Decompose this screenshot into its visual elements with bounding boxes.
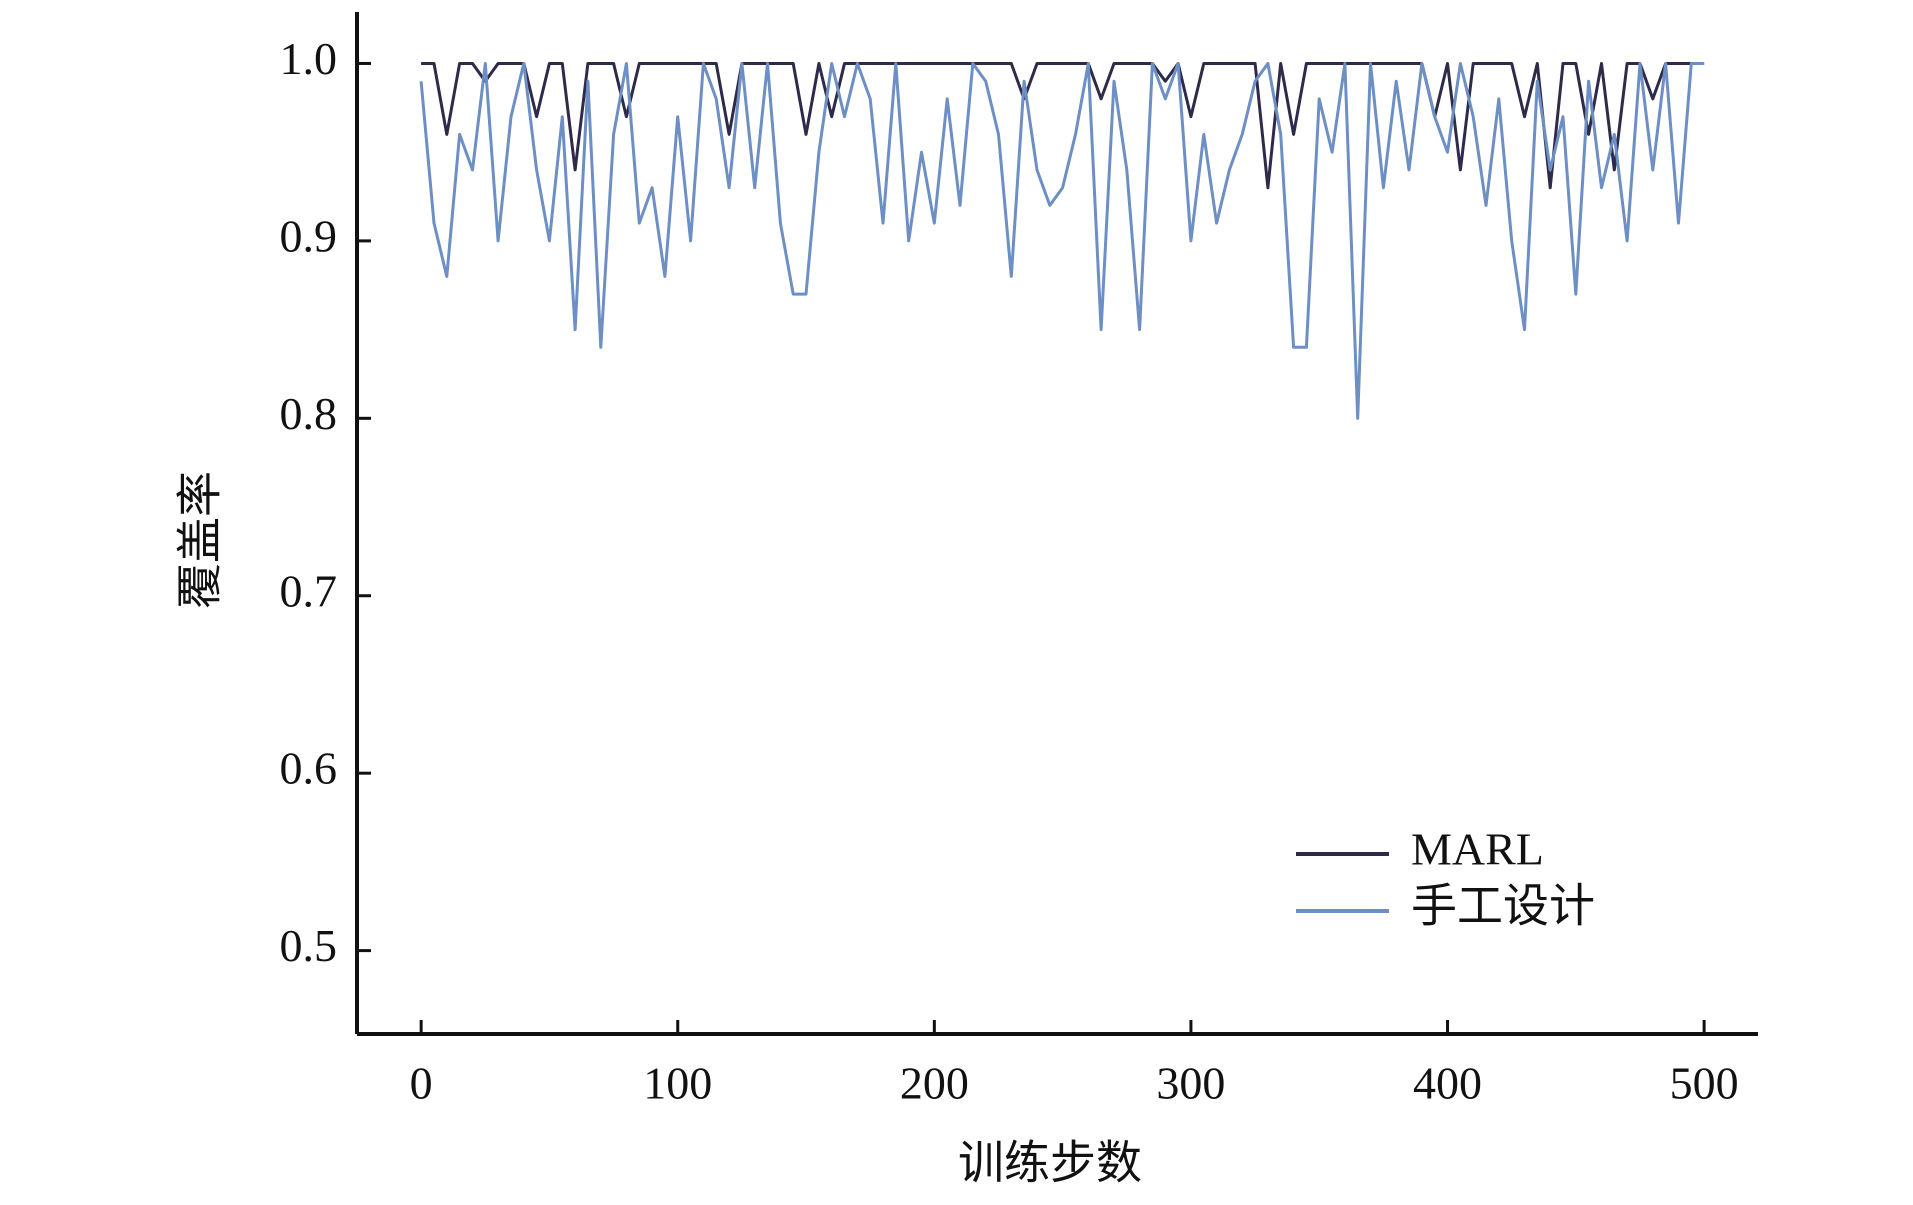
x-tick-label: 100 — [643, 1058, 712, 1109]
line-series — [419, 62, 1705, 420]
line-series — [421, 62, 1705, 190]
y-axis-label: 覆盖率 — [175, 471, 226, 609]
y-tick-label: 0.5 — [280, 920, 338, 971]
x-axis-label: 训练步数 — [958, 1138, 1142, 1189]
x-tick-label: 500 — [1670, 1058, 1739, 1109]
legend-label: 手工设计 — [1411, 881, 1595, 932]
x-tick-label: 300 — [1156, 1058, 1225, 1109]
x-tick-label: 0 — [410, 1058, 433, 1109]
x-tick-label: 200 — [900, 1058, 969, 1109]
y-tick-label: 0.9 — [280, 210, 338, 261]
legend-label: MARL — [1411, 824, 1544, 875]
y-tick-label: 1.0 — [280, 33, 338, 84]
y-tick-label: 0.6 — [280, 743, 338, 794]
y-tick-label: 0.8 — [280, 388, 338, 439]
y-tick-label: 0.7 — [280, 565, 338, 616]
x-tick-label: 400 — [1413, 1058, 1482, 1109]
